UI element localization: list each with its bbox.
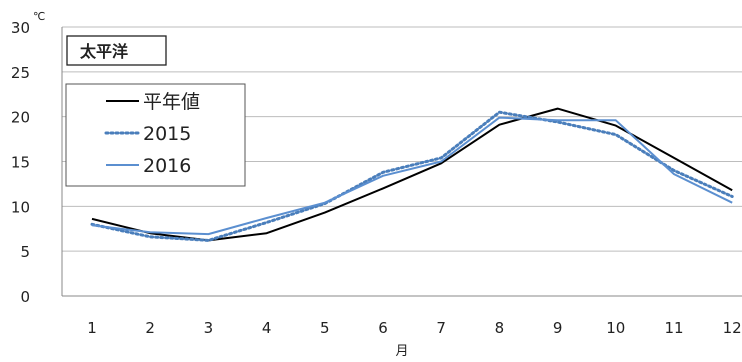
series-lines (90, 107, 734, 242)
x-tick-label: 1 (87, 319, 97, 337)
x-tick-label: 10 (606, 319, 625, 337)
title-box: 太平洋 (66, 35, 167, 66)
x-tick-label: 5 (320, 319, 330, 337)
x-tick-label: 9 (553, 319, 563, 337)
x-tick-label: 6 (378, 319, 388, 337)
y-tick-label: 20 (11, 109, 30, 127)
x-tick-label: 11 (664, 319, 683, 337)
y-tick-label: 5 (20, 243, 30, 261)
series-line-2 (91, 116, 733, 236)
x-tick-label: 3 (204, 319, 214, 337)
y-tick-label: 15 (11, 154, 30, 172)
y-tick-label: 25 (11, 64, 30, 82)
legend-label-1: 2015 (143, 123, 191, 145)
legend: 平年値 2015 2016 (65, 83, 246, 187)
series-line-1 (90, 110, 734, 242)
x-tick-label: 4 (262, 319, 272, 337)
legend-label-0: 平年値 (143, 91, 200, 113)
x-tick-label: 2 (145, 319, 155, 337)
y-tick-label: 10 (11, 198, 30, 216)
legend-label-2: 2016 (143, 155, 191, 177)
x-tick-label: 8 (495, 319, 505, 337)
chart-title: 太平洋 (79, 42, 128, 61)
x-axis-label: 月 (395, 344, 408, 358)
y-tick-label: 0 (20, 288, 30, 306)
x-tick-label: 7 (436, 319, 446, 337)
x-tick-label: 12 (723, 319, 742, 337)
y-tick-label: 30 (11, 19, 30, 37)
y-unit-label: ℃ (33, 10, 45, 23)
